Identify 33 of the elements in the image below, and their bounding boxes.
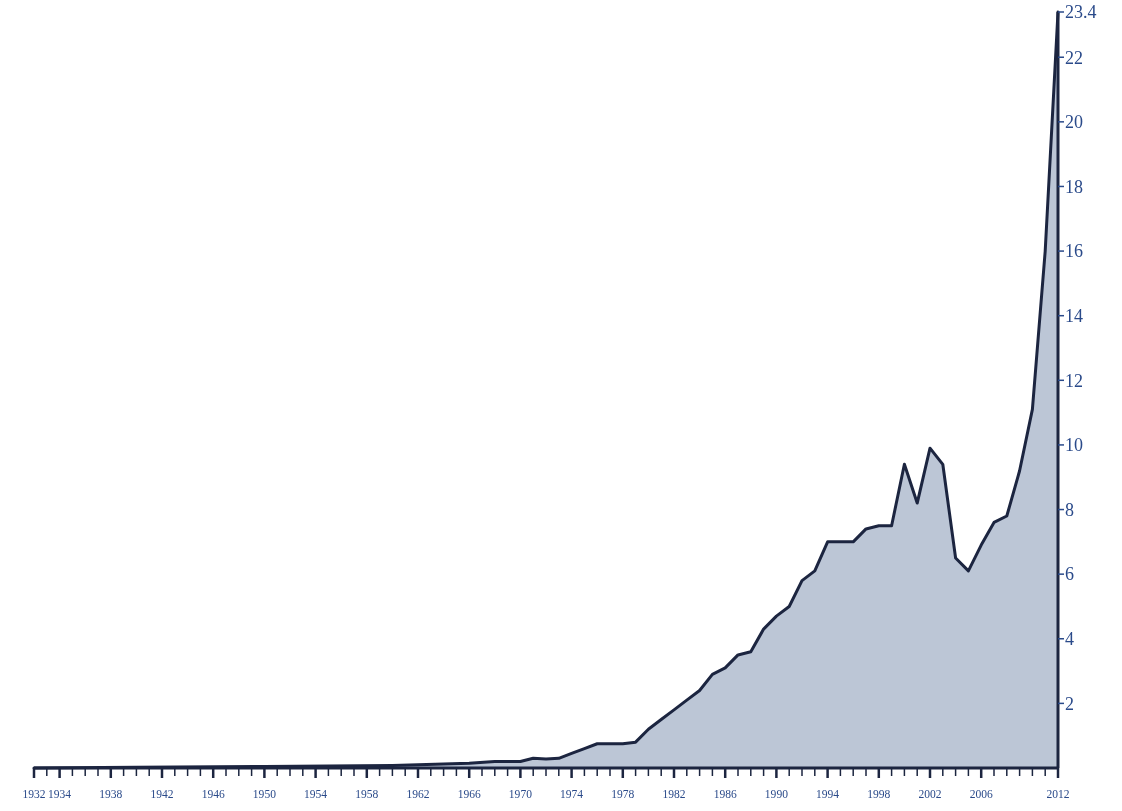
y-tick-label: 23.4 <box>1065 2 1097 23</box>
y-tick-label: 16 <box>1065 241 1083 262</box>
x-tick-label: 1932 <box>22 788 46 800</box>
x-tick-label: 1950 <box>252 788 277 800</box>
x-tick-label: 1990 <box>764 788 789 800</box>
y-tick-label: 6 <box>1065 564 1074 585</box>
x-tick-label: 1962 <box>406 788 430 800</box>
x-tick-label: 1994 <box>816 788 840 800</box>
y-tick-label: 12 <box>1065 370 1083 391</box>
y-tick-label: 4 <box>1065 629 1074 650</box>
x-tick-label: 1970 <box>508 788 533 800</box>
x-tick-label: 1966 <box>457 788 481 800</box>
x-tick-label: 2002 <box>918 788 942 800</box>
x-tick-label: 2012 <box>1046 788 1070 800</box>
x-tick-label: 1982 <box>662 788 686 800</box>
x-tick-label: 1942 <box>150 788 174 800</box>
y-tick-label: 14 <box>1065 305 1083 326</box>
y-tick-label: 22 <box>1065 47 1083 68</box>
y-tick-label: 20 <box>1065 112 1083 133</box>
y-tick-label: 18 <box>1065 176 1083 197</box>
x-tick-label: 1978 <box>611 788 635 800</box>
x-tick-label: 1934 <box>48 788 72 800</box>
x-tick-label: 1998 <box>867 788 891 800</box>
x-tick-label: 2006 <box>969 788 993 800</box>
x-tick-label: 1938 <box>99 788 123 800</box>
y-tick-label: 10 <box>1065 435 1083 456</box>
y-tick-label: 8 <box>1065 499 1074 520</box>
x-tick-label: 1986 <box>713 788 737 800</box>
x-tick-label: 1946 <box>201 788 225 800</box>
x-tick-label: 1958 <box>355 788 379 800</box>
x-tick-label: 1974 <box>560 788 584 800</box>
y-tick-label: 2 <box>1065 693 1074 714</box>
x-tick-label: 1954 <box>304 788 328 800</box>
